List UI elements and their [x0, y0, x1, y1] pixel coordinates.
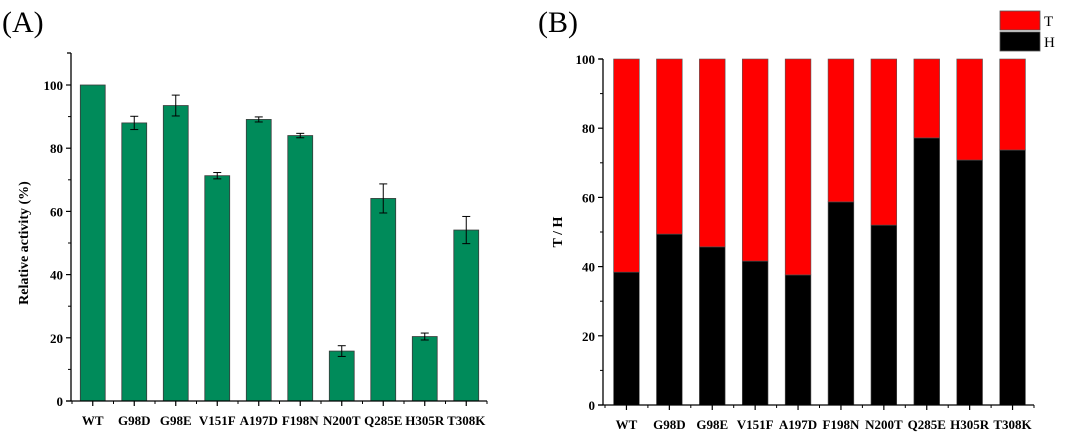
- bar-h-h305r: [956, 159, 983, 406]
- bar-h-g98d: [656, 233, 683, 406]
- x-tick-label: G98E: [160, 413, 192, 428]
- y-tick-label: 100: [576, 52, 596, 67]
- y-tick-label: 40: [50, 268, 63, 283]
- bar-t-v151f: [741, 58, 769, 262]
- bar-h-a197d: [784, 274, 812, 406]
- bar-t-g98e: [699, 58, 726, 248]
- bar-h-v151f: [741, 260, 769, 406]
- x-tick-label: H305R: [950, 417, 990, 432]
- y-axis-title: T / H: [551, 216, 566, 247]
- bar-g98d: [121, 122, 148, 402]
- bar-h-wt: [613, 271, 640, 406]
- bar-h-q285e: [913, 137, 940, 406]
- x-tick-label: A197D: [240, 413, 278, 428]
- panel-b-th-ratio-chart: (B) WT G98D G98E V151F A197D F198N N200T Q285E H3…: [538, 6, 1055, 432]
- x-tick-label: N200T: [323, 413, 361, 428]
- x-tick-label: V151F: [737, 417, 774, 432]
- legend-swatch-t: [999, 10, 1041, 31]
- y-tick-label: 0: [57, 394, 64, 409]
- x-tick-label: H305R: [405, 413, 445, 428]
- bar-t-wt: [613, 58, 640, 273]
- y-tick-label: 0: [589, 398, 596, 413]
- bar-t-f198n: [827, 58, 855, 203]
- bar-h-n200t: [870, 224, 898, 406]
- bar-t-g98d: [656, 58, 683, 235]
- legend-swatch-h: [999, 31, 1041, 52]
- x-tick-label: G98D: [653, 417, 686, 432]
- bar-h305r: [411, 336, 438, 402]
- x-tick-label: N200T: [865, 417, 903, 432]
- bar-t-a197d: [784, 58, 812, 276]
- y-tick-label: 40: [582, 260, 595, 275]
- bar-h-t308k: [999, 149, 1026, 406]
- bar-q285e: [370, 198, 397, 402]
- bar-t-q285e: [913, 58, 940, 139]
- y-axis-title: Relative activity (%): [17, 181, 32, 305]
- x-tick-label: G98D: [118, 413, 151, 428]
- bar-v151f: [204, 175, 231, 402]
- x-tick-label: Q285E: [908, 417, 946, 432]
- bar-g98e: [162, 105, 189, 402]
- x-tick-label: WT: [82, 413, 104, 428]
- y-tick-label: 20: [50, 331, 63, 346]
- bar-h-g98e: [699, 246, 726, 406]
- bar-n200t: [328, 350, 355, 402]
- x-tick-label: WT: [616, 417, 638, 432]
- y-tick-label: 60: [582, 190, 595, 205]
- x-tick-label: F198N: [823, 417, 860, 432]
- legend-label: H: [1044, 35, 1055, 51]
- panel-a-relative-activity-chart: (A) WT G98D G98E V151F A197D F198N N200T Q285E H3…: [2, 6, 488, 428]
- panel-label: (A): [2, 6, 44, 39]
- bar-wt: [79, 84, 106, 402]
- x-tick-label: T308K: [993, 417, 1032, 432]
- panel-label: (B): [538, 6, 578, 39]
- bar-t308k: [453, 229, 480, 402]
- bar-t-h305r: [956, 58, 983, 161]
- bar-f198n: [287, 135, 314, 402]
- y-tick-label: 80: [50, 141, 63, 156]
- x-tick-label: Q285E: [364, 413, 402, 428]
- y-tick-label: 100: [44, 78, 64, 93]
- bar-t-t308k: [999, 58, 1026, 151]
- x-tick-label: F198N: [282, 413, 319, 428]
- y-tick-label: 80: [582, 121, 595, 136]
- bar-t-n200t: [870, 58, 898, 226]
- x-tick-label: V151F: [199, 413, 236, 428]
- bar-h-f198n: [827, 201, 855, 406]
- y-tick-label: 60: [50, 204, 63, 219]
- bar-a197d: [245, 119, 272, 402]
- y-tick-label: 20: [582, 329, 595, 344]
- legend-label: T: [1044, 14, 1053, 30]
- x-tick-label: A197D: [779, 417, 817, 432]
- x-tick-label: G98E: [696, 417, 728, 432]
- x-tick-label: T308K: [447, 413, 486, 428]
